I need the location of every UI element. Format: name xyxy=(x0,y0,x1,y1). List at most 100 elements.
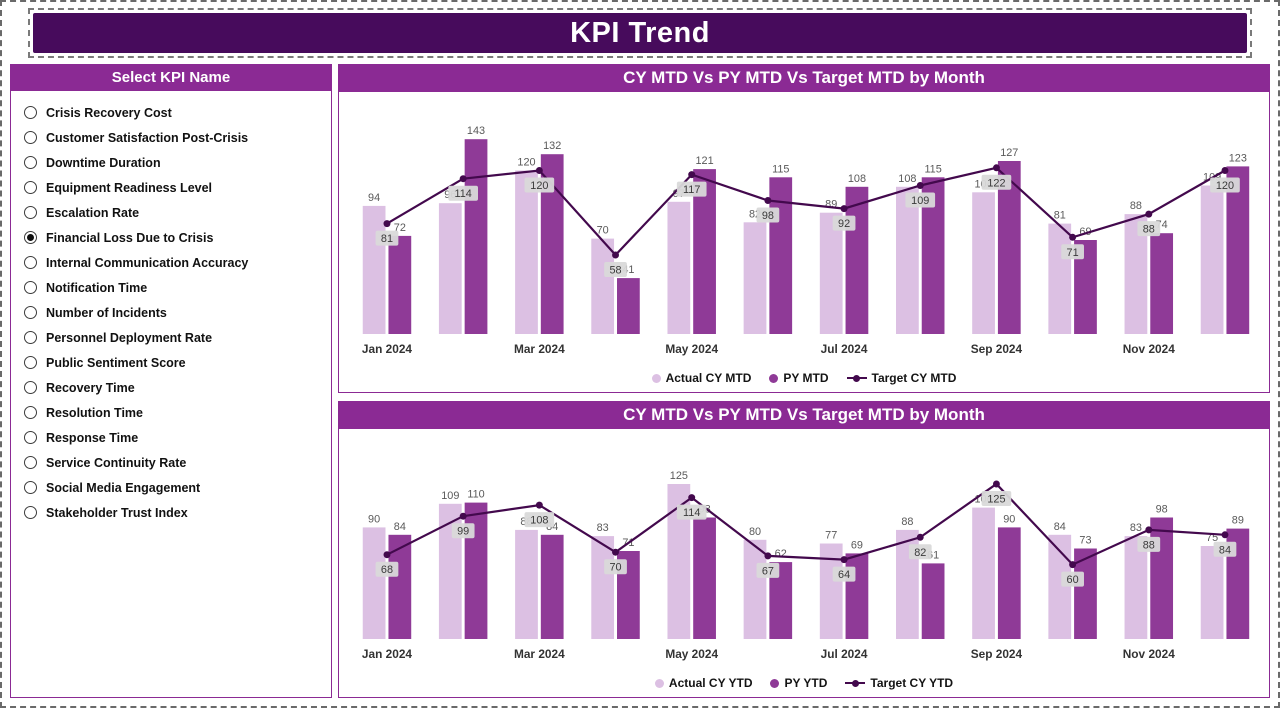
actual-cy-mtd-bar[interactable] xyxy=(362,205,386,334)
line-marker[interactable] xyxy=(1221,167,1229,174)
line-marker[interactable] xyxy=(916,533,924,541)
actual-cy-mtd-bar[interactable] xyxy=(1048,223,1072,334)
legend-item-py-mtd[interactable]: PY MTD xyxy=(769,371,829,385)
actual-cy-ytd-bar[interactable] xyxy=(591,536,615,639)
radio-icon[interactable] xyxy=(24,331,37,344)
py-ytd-bar[interactable] xyxy=(464,502,488,639)
kpi-option-recovery-time[interactable]: Recovery Time xyxy=(24,375,325,400)
line-marker[interactable] xyxy=(764,552,772,560)
radio-icon[interactable] xyxy=(24,506,37,519)
kpi-option-crisis-recovery-cost[interactable]: Crisis Recovery Cost xyxy=(24,100,325,125)
actual-cy-ytd-bar[interactable] xyxy=(1200,546,1224,639)
line-marker[interactable] xyxy=(1069,561,1077,569)
py-ytd-bar[interactable] xyxy=(693,517,716,640)
radio-icon[interactable] xyxy=(24,381,37,394)
radio-icon[interactable] xyxy=(24,306,37,319)
kpi-option-public-sentiment-score[interactable]: Public Sentiment Score xyxy=(24,350,325,375)
kpi-option-equipment-readiness-level[interactable]: Equipment Readiness Level xyxy=(24,175,325,200)
line-marker[interactable] xyxy=(459,175,467,183)
line-marker[interactable] xyxy=(612,251,619,259)
line-marker[interactable] xyxy=(1145,210,1153,218)
actual-cy-ytd-bar[interactable] xyxy=(667,484,691,639)
kpi-option-social-media-engagement[interactable]: Social Media Engagement xyxy=(24,475,325,500)
py-mtd-bar[interactable] xyxy=(617,278,640,334)
actual-cy-mtd-bar[interactable] xyxy=(438,203,462,334)
line-marker[interactable] xyxy=(840,205,848,213)
py-mtd-bar[interactable] xyxy=(1150,233,1174,334)
py-ytd-bar[interactable] xyxy=(1074,548,1097,640)
actual-cy-ytd-bar[interactable] xyxy=(1048,534,1072,639)
line-marker[interactable] xyxy=(840,556,848,564)
actual-cy-mtd-bar[interactable] xyxy=(896,186,919,334)
py-ytd-bar[interactable] xyxy=(845,553,869,639)
actual-cy-mtd-bar[interactable] xyxy=(667,201,691,334)
kpi-option-personnel-deployment-rate[interactable]: Personnel Deployment Rate xyxy=(24,325,325,350)
actual-cy-mtd-bar[interactable] xyxy=(591,238,615,334)
radio-icon[interactable] xyxy=(24,256,37,269)
actual-cy-ytd-bar[interactable] xyxy=(362,527,386,639)
actual-cy-ytd-bar[interactable] xyxy=(515,529,538,639)
py-mtd-bar[interactable] xyxy=(464,139,488,334)
radio-icon[interactable] xyxy=(24,206,37,219)
py-mtd-bar[interactable] xyxy=(1074,240,1097,334)
line-marker[interactable] xyxy=(764,197,772,204)
kpi-option-stakeholder-trust-index[interactable]: Stakeholder Trust Index xyxy=(24,500,325,525)
py-ytd-bar[interactable] xyxy=(1150,517,1174,640)
line-marker[interactable] xyxy=(535,501,543,509)
kpi-option-escalation-rate[interactable]: Escalation Rate xyxy=(24,200,325,225)
line-marker[interactable] xyxy=(688,494,696,502)
actual-cy-mtd-bar[interactable] xyxy=(1200,185,1224,335)
actual-cy-mtd-bar[interactable] xyxy=(1124,214,1148,334)
py-mtd-bar[interactable] xyxy=(845,186,869,334)
radio-icon[interactable] xyxy=(24,406,37,419)
py-mtd-bar[interactable] xyxy=(388,235,412,334)
legend-item-actual-cy-ytd[interactable]: Actual CY YTD xyxy=(654,676,752,690)
radio-icon[interactable] xyxy=(24,431,37,444)
kpi-option-notification-time[interactable]: Notification Time xyxy=(24,275,325,300)
actual-cy-ytd-bar[interactable] xyxy=(743,539,767,639)
report-header-selection[interactable]: KPI Trend xyxy=(28,8,1252,58)
line-marker[interactable] xyxy=(992,164,1000,172)
radio-icon[interactable] xyxy=(24,481,37,494)
line-marker[interactable] xyxy=(383,551,391,559)
radio-icon[interactable] xyxy=(24,356,37,369)
actual-cy-mtd-bar[interactable] xyxy=(819,212,843,334)
kpi-option-internal-communication-accuracy[interactable]: Internal Communication Accuracy xyxy=(24,250,325,275)
actual-cy-mtd-bar[interactable] xyxy=(515,170,538,335)
py-ytd-bar[interactable] xyxy=(769,562,793,639)
kpi-option-service-continuity-rate[interactable]: Service Continuity Rate xyxy=(24,450,325,475)
radio-selected-icon[interactable] xyxy=(24,231,37,244)
actual-cy-ytd-bar[interactable] xyxy=(972,507,995,639)
actual-cy-mtd-bar[interactable] xyxy=(972,192,995,334)
legend-item-py-ytd[interactable]: PY YTD xyxy=(770,676,827,690)
py-ytd-bar[interactable] xyxy=(388,534,412,639)
py-mtd-bar[interactable] xyxy=(540,154,564,334)
line-marker[interactable] xyxy=(1221,531,1229,539)
actual-cy-ytd-bar[interactable] xyxy=(1124,536,1148,639)
line-marker[interactable] xyxy=(612,548,619,556)
py-ytd-bar[interactable] xyxy=(997,527,1021,639)
kpi-option-response-time[interactable]: Response Time xyxy=(24,425,325,450)
line-marker[interactable] xyxy=(1145,526,1153,534)
py-mtd-bar[interactable] xyxy=(1226,166,1250,334)
radio-icon[interactable] xyxy=(24,156,37,169)
kpi-option-financial-loss-due-to-crisis[interactable]: Financial Loss Due to Crisis xyxy=(24,225,325,250)
radio-icon[interactable] xyxy=(24,106,37,119)
py-ytd-bar[interactable] xyxy=(540,534,564,639)
kpi-option-downtime-duration[interactable]: Downtime Duration xyxy=(24,150,325,175)
line-marker[interactable] xyxy=(535,167,543,174)
line-marker[interactable] xyxy=(916,182,924,189)
legend-item-actual-cy-mtd[interactable]: Actual CY MTD xyxy=(651,371,751,385)
kpi-option-customer-satisfaction-post-crisis[interactable]: Customer Satisfaction Post-Crisis xyxy=(24,125,325,150)
radio-icon[interactable] xyxy=(24,131,37,144)
line-marker[interactable] xyxy=(459,512,467,520)
py-mtd-bar[interactable] xyxy=(997,161,1021,334)
legend-item-target-cy-ytd[interactable]: Target CY YTD xyxy=(845,676,953,690)
radio-icon[interactable] xyxy=(24,456,37,469)
py-ytd-bar[interactable] xyxy=(921,563,945,639)
radio-icon[interactable] xyxy=(24,181,37,194)
line-marker[interactable] xyxy=(1069,233,1077,241)
line-marker[interactable] xyxy=(688,171,696,179)
